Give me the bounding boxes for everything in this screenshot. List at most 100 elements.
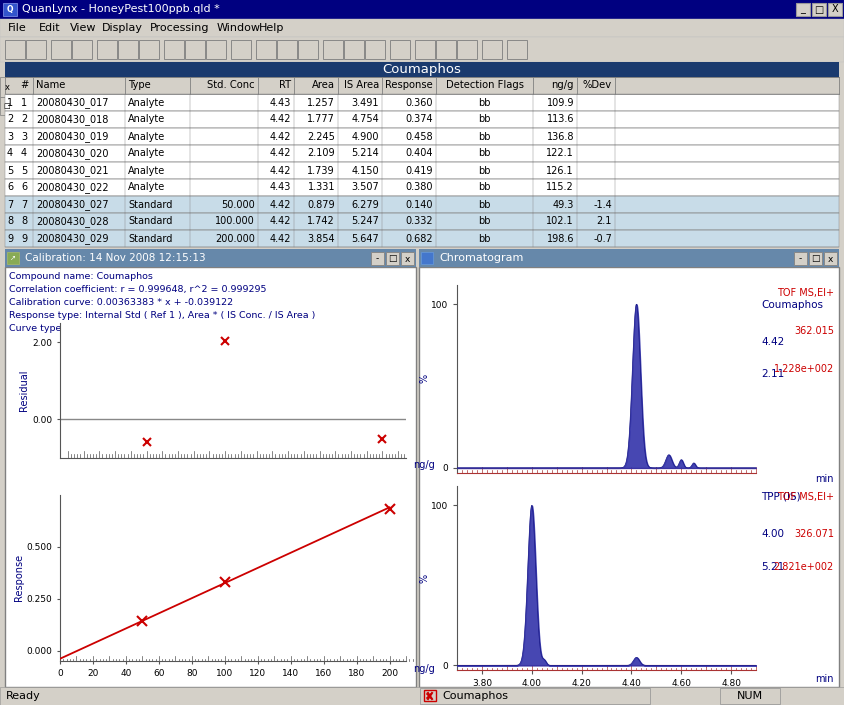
Text: 5.247: 5.247 [351,216,379,226]
Text: 4.42: 4.42 [761,337,784,348]
Text: 1.777: 1.777 [307,114,335,125]
Text: Response type: Internal Std ( Ref 1 ), Area * ( IS Conc. / IS Area ): Response type: Internal Std ( Ref 1 ), A… [9,311,316,320]
Text: 5: 5 [7,166,14,176]
Bar [0,77,15,97]
Text: 4.43: 4.43 [269,183,291,192]
Text: Correlation coefficient: r = 0.999648, r^2 = 0.999295: Correlation coefficient: r = 0.999648, r… [9,285,267,294]
Text: Type: Type [128,80,151,90]
Text: 0.879: 0.879 [307,200,335,209]
Text: 3.507: 3.507 [351,183,379,192]
Text: 4.150: 4.150 [351,166,379,176]
Text: X: X [831,4,838,15]
Y-axis label: Residual: Residual [19,369,30,411]
Text: 115.2: 115.2 [546,183,574,192]
Text: 5.21: 5.21 [761,562,784,572]
Bar [809,252,822,265]
Text: 3.491: 3.491 [351,97,379,107]
Text: _: _ [801,4,805,15]
Bar [7,252,19,264]
Text: 1: 1 [7,97,13,107]
Bar [139,40,159,59]
Text: Calibration curve: 0.00363383 * x + -0.039122: Calibration curve: 0.00363383 * x + -0.0… [9,298,233,307]
Text: 5.214: 5.214 [351,149,379,159]
Bar [5,196,839,213]
Text: Standard: Standard [128,216,172,226]
Text: 1.742: 1.742 [307,216,335,226]
Bar [164,40,184,59]
Text: Standard: Standard [128,200,172,209]
Text: Display: Display [101,23,143,33]
Text: 0.404: 0.404 [405,149,433,159]
Text: 20080430_021: 20080430_021 [36,165,109,176]
Text: ng/g: ng/g [551,80,574,90]
Text: 122.1: 122.1 [546,149,574,159]
Text: -1.4: -1.4 [593,200,612,209]
Text: 4.42: 4.42 [269,200,291,209]
Text: bb: bb [479,166,490,176]
Text: 20080430_018: 20080430_018 [36,114,108,125]
Text: Compound name: Coumaphos: Compound name: Coumaphos [9,272,153,281]
Text: Analyte: Analyte [128,166,165,176]
Text: 0.374: 0.374 [405,114,433,125]
Text: 0.332: 0.332 [405,216,433,226]
Y-axis label: Response: Response [14,554,24,601]
Text: 20080430_020: 20080430_020 [36,148,109,159]
Text: #: # [19,80,28,90]
Text: 0.419: 0.419 [405,166,433,176]
Text: 4.00: 4.00 [761,529,784,539]
Text: 2.109: 2.109 [307,149,335,159]
Text: □: □ [814,4,824,15]
Text: IS Area: IS Area [344,80,379,90]
Bar [97,40,117,59]
Bar [828,3,842,16]
Text: ng/g: ng/g [413,460,435,470]
Text: Analyte: Analyte [128,149,165,159]
Text: 4.42: 4.42 [269,114,291,125]
Bar [5,62,839,77]
Text: □: □ [3,103,10,109]
Text: 1.257: 1.257 [307,97,335,107]
Text: Std. Conc: Std. Conc [208,80,255,90]
Text: 20080430_019: 20080430_019 [36,131,108,142]
Text: 2.11: 2.11 [761,369,784,379]
Bar [5,128,839,145]
Text: 4.42: 4.42 [269,216,291,226]
Text: bb: bb [479,233,490,243]
Bar [0,687,844,705]
Text: min: min [815,674,834,684]
Text: RT: RT [279,80,291,90]
Text: Help: Help [259,23,284,33]
Text: View: View [70,23,97,33]
Text: 2: 2 [7,114,14,125]
Y-axis label: %: % [419,374,430,384]
Text: ↗: ↗ [10,255,16,261]
Text: 4.42: 4.42 [269,149,291,159]
Text: bb: bb [479,183,490,192]
Text: 0.458: 0.458 [405,132,433,142]
Bar [796,3,810,16]
Text: 7: 7 [21,200,27,209]
Bar [118,40,138,59]
Bar [720,688,780,704]
Text: 6: 6 [21,183,27,192]
Text: 5: 5 [21,166,27,176]
Text: bb: bb [479,97,490,107]
Text: Area: Area [312,80,335,90]
Text: -0.7: -0.7 [593,233,612,243]
Bar [401,252,414,265]
Bar [5,267,416,687]
Text: 3.854: 3.854 [307,233,335,243]
Text: 4.42: 4.42 [269,233,291,243]
Text: TPP (IS): TPP (IS) [761,491,801,502]
Bar [794,252,807,265]
Bar [457,40,477,59]
Text: 4: 4 [7,149,13,159]
Text: min: min [815,474,834,484]
Text: 9: 9 [7,233,13,243]
Text: Analyte: Analyte [128,114,165,125]
Bar [0,37,844,62]
Text: 2.821e+002: 2.821e+002 [774,562,834,572]
Text: 113.6: 113.6 [547,114,574,125]
Text: 8: 8 [21,216,27,226]
Bar [26,40,46,59]
